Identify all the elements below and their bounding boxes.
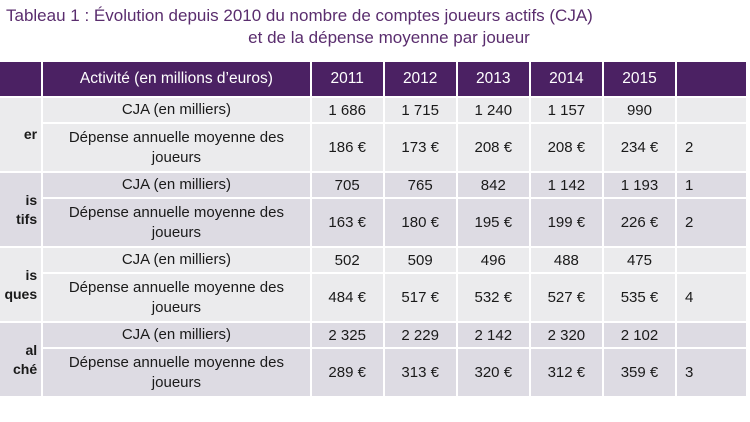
value-cell: 990	[602, 97, 678, 124]
row-label: CJA (en milliers)	[42, 247, 312, 274]
value-cell: 2 325	[310, 322, 385, 349]
value-cell: 527 €	[529, 273, 604, 323]
row-label: CJA (en milliers)	[42, 97, 312, 124]
value-cell-cut	[676, 97, 748, 124]
table-row: Dépense annuelle moyenne des joueurs 289…	[0, 348, 748, 398]
value-cell: 488	[529, 247, 604, 274]
value-cell: 313 €	[383, 348, 458, 398]
header-year-2014: 2014	[529, 62, 604, 98]
value-cell: 1 157	[529, 97, 604, 124]
value-cell: 234 €	[602, 123, 678, 173]
row-label: Dépense annuelle moyenne des joueurs	[42, 198, 312, 248]
value-cell-cut: 4	[676, 273, 748, 323]
value-cell: 289 €	[310, 348, 385, 398]
value-cell: 532 €	[456, 273, 531, 323]
value-cell: 1 240	[456, 97, 531, 124]
category-cell: is tifs	[0, 172, 44, 248]
value-cell: 163 €	[310, 198, 385, 248]
value-cell: 320 €	[456, 348, 531, 398]
category-cell: er	[0, 97, 44, 173]
value-cell: 199 €	[529, 198, 604, 248]
title-line-1: Tableau 1 : Évolution depuis 2010 du nom…	[6, 6, 593, 25]
value-cell: 484 €	[310, 273, 385, 323]
value-cell: 186 €	[310, 123, 385, 173]
value-cell: 2 229	[383, 322, 458, 349]
value-cell: 359 €	[602, 348, 678, 398]
value-cell: 842	[456, 172, 531, 199]
header-activity: Activité (en millions d’euros)	[42, 62, 312, 98]
table-row: is tifs CJA (en milliers) 705 765 842 1 …	[0, 172, 748, 248]
value-cell: 1 142	[529, 172, 604, 199]
header-category-cell	[0, 62, 44, 98]
header-year-cut	[676, 62, 748, 98]
value-cell: 226 €	[602, 198, 678, 248]
header-year-2012: 2012	[383, 62, 458, 98]
header-year-2011: 2011	[310, 62, 385, 98]
row-label: CJA (en milliers)	[42, 322, 312, 349]
value-cell: 509	[383, 247, 458, 274]
value-cell: 312 €	[529, 348, 604, 398]
row-label: Dépense annuelle moyenne des joueurs	[42, 348, 312, 398]
value-cell: 180 €	[383, 198, 458, 248]
value-cell: 2 102	[602, 322, 678, 349]
table-row: al ché CJA (en milliers) 2 325 2 229 2 1…	[0, 322, 748, 398]
value-cell: 2 320	[529, 322, 604, 349]
header-row: Activité (en millions d’euros) 2011 2012…	[0, 62, 748, 98]
title-line-2: et de la dépense moyenne par joueur	[248, 28, 530, 47]
value-cell-cut	[676, 322, 748, 349]
value-cell: 1 715	[383, 97, 458, 124]
table-row: Dépense annuelle moyenne des joueurs 186…	[0, 123, 748, 173]
value-cell: 705	[310, 172, 385, 199]
value-cell-cut	[676, 247, 748, 274]
table-row: Dépense annuelle moyenne des joueurs 484…	[0, 273, 748, 323]
value-cell: 496	[456, 247, 531, 274]
value-cell: 2 142	[456, 322, 531, 349]
data-table: Activité (en millions d’euros) 2011 2012…	[0, 62, 748, 398]
value-cell: 765	[383, 172, 458, 199]
table-row: Dépense annuelle moyenne des joueurs 163…	[0, 198, 748, 248]
category-cell: is ques	[0, 247, 44, 323]
row-label: CJA (en milliers)	[42, 172, 312, 199]
row-label: Dépense annuelle moyenne des joueurs	[42, 123, 312, 173]
table-row: er CJA (en milliers) 1 686 1 715 1 240 1…	[0, 97, 748, 173]
table-row: is ques CJA (en milliers) 502 509 496 48…	[0, 247, 748, 323]
value-cell: 502	[310, 247, 385, 274]
value-cell: 1 686	[310, 97, 385, 124]
value-cell-cut: 2	[676, 198, 748, 248]
header-year-2013: 2013	[456, 62, 531, 98]
value-cell: 535 €	[602, 273, 678, 323]
table-title: Tableau 1 : Évolution depuis 2010 du nom…	[6, 5, 750, 49]
value-cell: 475	[602, 247, 678, 274]
value-cell: 208 €	[529, 123, 604, 173]
value-cell: 1 193	[602, 172, 678, 199]
category-cell: al ché	[0, 322, 44, 398]
value-cell: 195 €	[456, 198, 531, 248]
value-cell-cut: 3	[676, 348, 748, 398]
value-cell: 208 €	[456, 123, 531, 173]
value-cell-cut: 1	[676, 172, 748, 199]
header-year-2015: 2015	[602, 62, 678, 98]
value-cell: 517 €	[383, 273, 458, 323]
value-cell-cut: 2	[676, 123, 748, 173]
row-label: Dépense annuelle moyenne des joueurs	[42, 273, 312, 323]
value-cell: 173 €	[383, 123, 458, 173]
